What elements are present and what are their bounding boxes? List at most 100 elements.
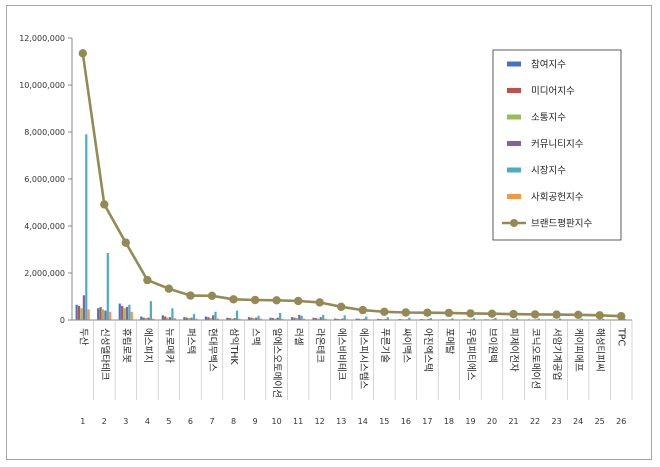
point-브랜드평판지수-11 xyxy=(294,296,303,306)
y-axis: 0 2,000,000 4,000,000 6,000,000 8,000,000 10,… xyxy=(19,34,73,325)
bar-시장지수-21 xyxy=(515,318,519,320)
bar-소통지수-7 xyxy=(209,317,212,320)
x-index-label: 10 xyxy=(272,417,282,426)
point-브랜드평판지수-8 xyxy=(229,295,238,304)
point-브랜드평판지수-21 xyxy=(509,309,518,319)
bar-소통지수-8 xyxy=(231,318,234,320)
bar-참여지수-3 xyxy=(118,303,121,320)
bar-커뮤니티지수-1 xyxy=(82,295,85,320)
line-series-group xyxy=(78,49,626,321)
point-브랜드평판지수-2 xyxy=(100,200,109,209)
x-category-label: 포메탈 xyxy=(443,328,455,354)
bar-사회공헌지수-3 xyxy=(130,311,133,320)
bar-소통지수-4 xyxy=(144,318,148,320)
legend-swatch-시장지수 xyxy=(507,167,521,173)
x-category-label: 브이원텍 xyxy=(487,328,498,363)
bar-시장지수-8 xyxy=(235,310,239,320)
legend-label: 미디어지수 xyxy=(531,86,575,97)
point-브랜드평판지수-12 xyxy=(315,298,324,307)
bar-참여지수-2 xyxy=(97,308,100,320)
bar-시장지수-9 xyxy=(257,315,260,320)
bar-사회공헌지수-2 xyxy=(109,311,112,320)
bar-소통지수-10 xyxy=(274,318,277,320)
bar-소통지수-9 xyxy=(252,318,255,320)
bar-시장지수-6 xyxy=(192,314,196,321)
x-index-label: 9 xyxy=(253,417,258,426)
legend-label: 브랜드평판지수 xyxy=(531,219,592,230)
x-index-label: 14 xyxy=(358,417,368,426)
bar-참여지수-9 xyxy=(247,317,251,320)
x-category-label: 삼익THK xyxy=(228,328,240,365)
legend-label: 사회공헌지수 xyxy=(531,192,584,203)
legend-swatch-참여지수 xyxy=(507,61,521,67)
point-브랜드평판지수-4 xyxy=(143,275,152,285)
bar-series-group xyxy=(75,134,629,321)
legend-swatch-marker-브랜드평판지수 xyxy=(510,219,518,227)
bar-사회공헌지수-4 xyxy=(152,318,155,320)
legend-label: 시장지수 xyxy=(531,166,566,177)
x-category-label: 싸이맥스 xyxy=(400,328,411,363)
x-index-label: 4 xyxy=(145,417,150,426)
x-index-label: 1 xyxy=(80,417,85,426)
x-category-label: 라온테크 xyxy=(314,328,325,363)
y-tick-label: 0 xyxy=(60,316,65,325)
x-index-label: 23 xyxy=(552,417,562,426)
bar-시장지수-13 xyxy=(343,315,346,320)
bar-참여지수-11 xyxy=(290,317,294,320)
bar-커뮤니티지수-8 xyxy=(233,318,236,320)
x-category-label: 우림피티에스 xyxy=(465,328,477,381)
bar-소통지수-12 xyxy=(317,318,320,320)
bar-미디어지수-10 xyxy=(271,318,275,320)
point-브랜드평판지수-6 xyxy=(186,291,195,300)
bar-미디어지수-1 xyxy=(77,305,81,320)
bar-미디어지수-9 xyxy=(250,317,253,320)
legend-label: 커뮤니티지수 xyxy=(531,139,584,150)
bar-시장지수-11 xyxy=(300,315,303,320)
bar-참여지수-6 xyxy=(183,317,186,320)
point-브랜드평판지수-25 xyxy=(595,311,604,320)
x-index-label: 7 xyxy=(209,417,214,426)
bar-미디어지수-11 xyxy=(293,317,296,320)
bar-시장지수-3 xyxy=(128,304,131,320)
bar-소통지수-6 xyxy=(188,318,191,320)
y-tick-label: 2,000,000 xyxy=(24,269,65,278)
bar-커뮤니티지수-10 xyxy=(276,317,279,320)
point-브랜드평판지수-23 xyxy=(552,310,561,319)
x-index-label: 15 xyxy=(379,417,389,426)
bar-사회공헌지수-5 xyxy=(173,318,176,320)
bar-시장지수-14 xyxy=(365,316,368,320)
x-index-label: 24 xyxy=(573,417,583,426)
bar-시장지수-25 xyxy=(602,318,605,320)
bar-참여지수-10 xyxy=(269,317,272,320)
bar-커뮤니티지수-2 xyxy=(104,310,107,320)
x-index-label: 25 xyxy=(595,417,605,426)
bar-미디어지수-5 xyxy=(164,316,167,320)
x-category-label: 서암기계공업 xyxy=(551,328,563,380)
bar-참여지수-4 xyxy=(140,316,143,320)
bar-참여지수-7 xyxy=(204,316,207,320)
point-브랜드평판지수-9 xyxy=(250,295,260,305)
point-브랜드평판지수-14 xyxy=(358,305,367,315)
y-tick-label: 10,000,000 xyxy=(19,81,65,90)
x-category-label: 현대무벡스 xyxy=(207,328,218,372)
point-브랜드평판지수-7 xyxy=(207,291,217,300)
legend-label: 소통지수 xyxy=(531,113,566,124)
y-tick-label: 12,000,000 xyxy=(19,34,65,43)
x-category-label: 뉴로메카 xyxy=(163,328,174,363)
bar-미디어지수-8 xyxy=(228,318,231,320)
bar-시장지수-2 xyxy=(106,253,109,320)
x-category-label: 푸른기술 xyxy=(379,328,390,363)
bar-시장지수-17 xyxy=(429,318,432,320)
x-index-label: 19 xyxy=(465,417,475,426)
x-category-label: 피제이전자 xyxy=(508,328,519,372)
legend-swatch-사회공헌지수 xyxy=(507,194,521,199)
x-index-label: 2 xyxy=(102,417,107,426)
bar-참여지수-1 xyxy=(75,304,78,320)
point-브랜드평판지수-5 xyxy=(164,284,174,293)
legend-swatch-소통지수 xyxy=(507,114,521,120)
bar-커뮤니티지수-7 xyxy=(212,315,215,320)
bar-미디어지수-3 xyxy=(121,305,124,320)
bar-시장지수-1 xyxy=(85,134,88,320)
x-index-label: 12 xyxy=(315,417,325,426)
